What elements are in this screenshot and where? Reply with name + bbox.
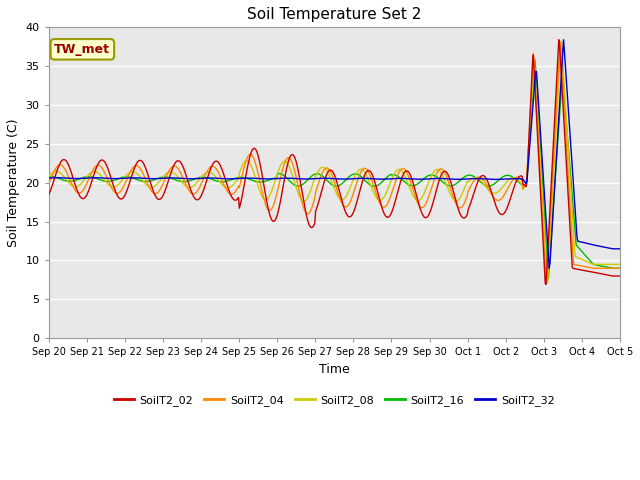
Y-axis label: Soil Temperature (C): Soil Temperature (C)	[7, 119, 20, 247]
Text: TW_met: TW_met	[54, 43, 110, 56]
Title: Soil Temperature Set 2: Soil Temperature Set 2	[247, 7, 422, 22]
Legend: SoilT2_02, SoilT2_04, SoilT2_08, SoilT2_16, SoilT2_32: SoilT2_02, SoilT2_04, SoilT2_08, SoilT2_…	[109, 391, 559, 410]
X-axis label: Time: Time	[319, 363, 349, 376]
